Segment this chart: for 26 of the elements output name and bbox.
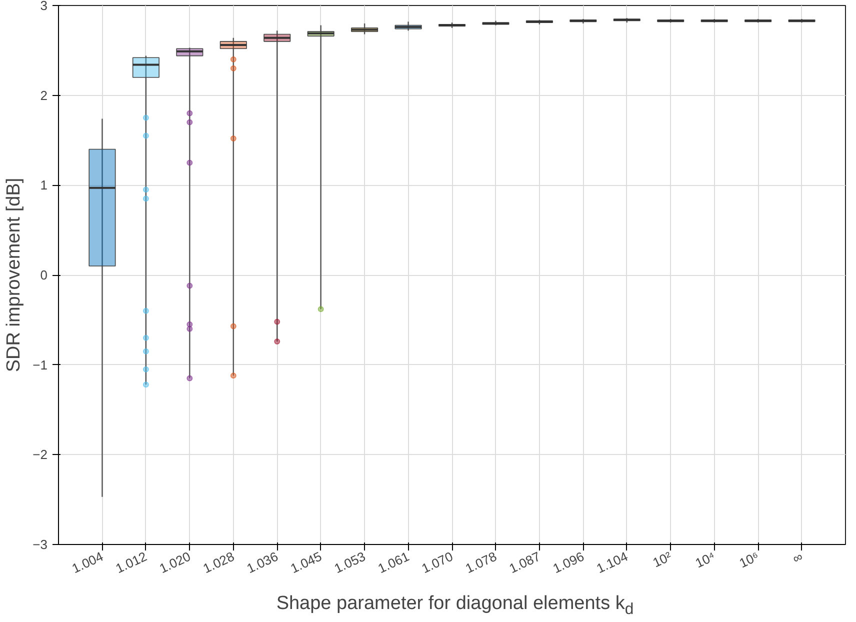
- y-tick-label: −3: [32, 537, 48, 552]
- x-tick-label: 1.087: [506, 548, 543, 576]
- x-tick-label: 10²: [650, 548, 674, 570]
- x-tick-label: 1.028: [200, 548, 237, 576]
- x-tick-label: 1.045: [288, 548, 324, 576]
- y-tick-label: 2: [40, 88, 48, 103]
- x-axis-title: Shape parameter for diagonal elements k$_{d}$: [276, 592, 634, 620]
- x-tick-label: 1.104: [594, 548, 630, 576]
- x-tick-label: 1.061: [376, 548, 412, 576]
- y-tick-label: 3: [40, 0, 48, 13]
- x-tick-label: 1.020: [157, 548, 193, 576]
- y-tick-label: 0: [40, 268, 48, 282]
- x-tick-label: ∞: [790, 548, 805, 566]
- x-tick-label: 1.070: [419, 548, 456, 576]
- x-tick-label: 1.053: [332, 548, 368, 576]
- x-tick-label: 1.036: [244, 548, 280, 576]
- y-axis-title: SDR improvement [dB]: [4, 178, 25, 372]
- x-tick-label: 10⁴: [692, 548, 718, 571]
- x-tick-label: 10⁶: [736, 548, 762, 571]
- y-tick-label: −2: [32, 447, 48, 462]
- y-tick-label: 1: [40, 178, 48, 193]
- x-tick-label: 1.078: [463, 548, 499, 576]
- y-tick-label: −1: [32, 357, 48, 372]
- x-tick-label: 1.004: [70, 548, 106, 576]
- x-tick-label: 1.096: [550, 548, 586, 576]
- x-tick-label: 1.012: [113, 548, 150, 576]
